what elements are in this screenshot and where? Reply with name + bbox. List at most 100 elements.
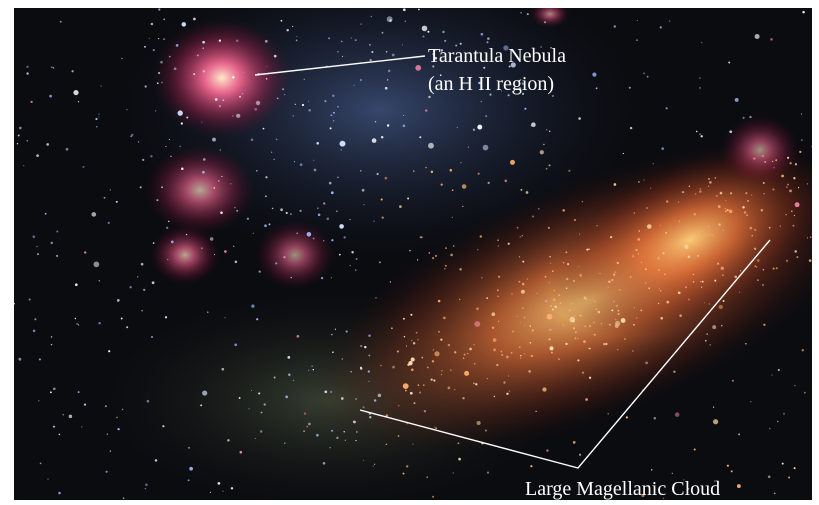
star <box>116 299 120 302</box>
star <box>708 234 711 236</box>
star <box>754 265 757 267</box>
star <box>661 147 664 150</box>
star <box>98 280 101 282</box>
star <box>285 211 288 215</box>
star <box>464 370 470 376</box>
star <box>109 189 111 191</box>
star <box>303 412 307 415</box>
star <box>459 268 462 271</box>
star <box>646 224 652 229</box>
star <box>251 304 255 308</box>
star <box>793 215 795 217</box>
star <box>703 302 706 304</box>
star <box>200 404 203 407</box>
star <box>583 296 587 300</box>
star <box>573 218 577 222</box>
star <box>548 164 551 167</box>
star <box>762 268 765 271</box>
star <box>810 236 812 238</box>
star <box>485 115 488 118</box>
star <box>316 433 319 437</box>
star <box>352 420 355 422</box>
star <box>550 262 552 264</box>
star <box>700 135 703 138</box>
star <box>674 412 680 417</box>
star <box>193 17 196 21</box>
star <box>330 191 334 195</box>
star <box>316 207 319 210</box>
star <box>692 281 695 283</box>
star <box>447 343 451 347</box>
star <box>461 184 467 189</box>
star <box>380 135 384 139</box>
star <box>579 233 581 235</box>
star <box>701 280 704 283</box>
star <box>443 316 446 320</box>
star <box>811 145 812 147</box>
star <box>50 241 53 245</box>
star <box>294 103 296 106</box>
star <box>387 79 389 81</box>
star <box>532 215 534 218</box>
star <box>56 254 59 257</box>
star <box>301 103 305 107</box>
star <box>403 336 406 338</box>
star <box>334 328 336 330</box>
star <box>177 110 183 116</box>
star <box>296 35 298 37</box>
star <box>161 186 163 189</box>
star <box>707 225 709 227</box>
star <box>264 195 267 198</box>
star <box>799 150 802 154</box>
star <box>783 412 785 415</box>
star <box>755 266 758 268</box>
star <box>189 466 193 471</box>
star <box>768 226 771 229</box>
star <box>717 205 721 208</box>
star <box>146 399 150 403</box>
star <box>162 425 165 428</box>
star <box>768 427 771 430</box>
star <box>283 442 286 445</box>
star <box>781 174 784 178</box>
star <box>434 351 440 357</box>
star <box>728 61 731 64</box>
star <box>756 259 760 262</box>
star <box>100 85 102 87</box>
star <box>432 495 435 498</box>
star <box>332 94 335 98</box>
star <box>751 194 753 196</box>
star <box>303 430 306 433</box>
star <box>742 206 745 209</box>
star <box>500 350 503 353</box>
star <box>693 448 696 451</box>
star <box>38 400 40 402</box>
star <box>793 467 796 470</box>
star <box>528 370 531 373</box>
star <box>628 86 631 89</box>
star <box>650 469 653 471</box>
star <box>578 117 581 120</box>
star <box>592 321 595 324</box>
star <box>452 245 455 247</box>
star <box>355 439 357 442</box>
star <box>385 443 387 445</box>
star <box>18 357 22 361</box>
star <box>549 130 551 132</box>
star <box>230 487 234 490</box>
star <box>26 72 29 75</box>
star <box>341 358 344 360</box>
star <box>712 406 715 408</box>
star <box>712 325 717 330</box>
star <box>430 170 434 174</box>
star <box>293 161 296 163</box>
star <box>350 37 352 39</box>
star <box>525 191 529 194</box>
star <box>498 275 501 278</box>
star <box>531 329 534 332</box>
star <box>794 202 800 208</box>
star <box>739 270 741 272</box>
star <box>181 22 187 27</box>
star <box>381 216 384 219</box>
